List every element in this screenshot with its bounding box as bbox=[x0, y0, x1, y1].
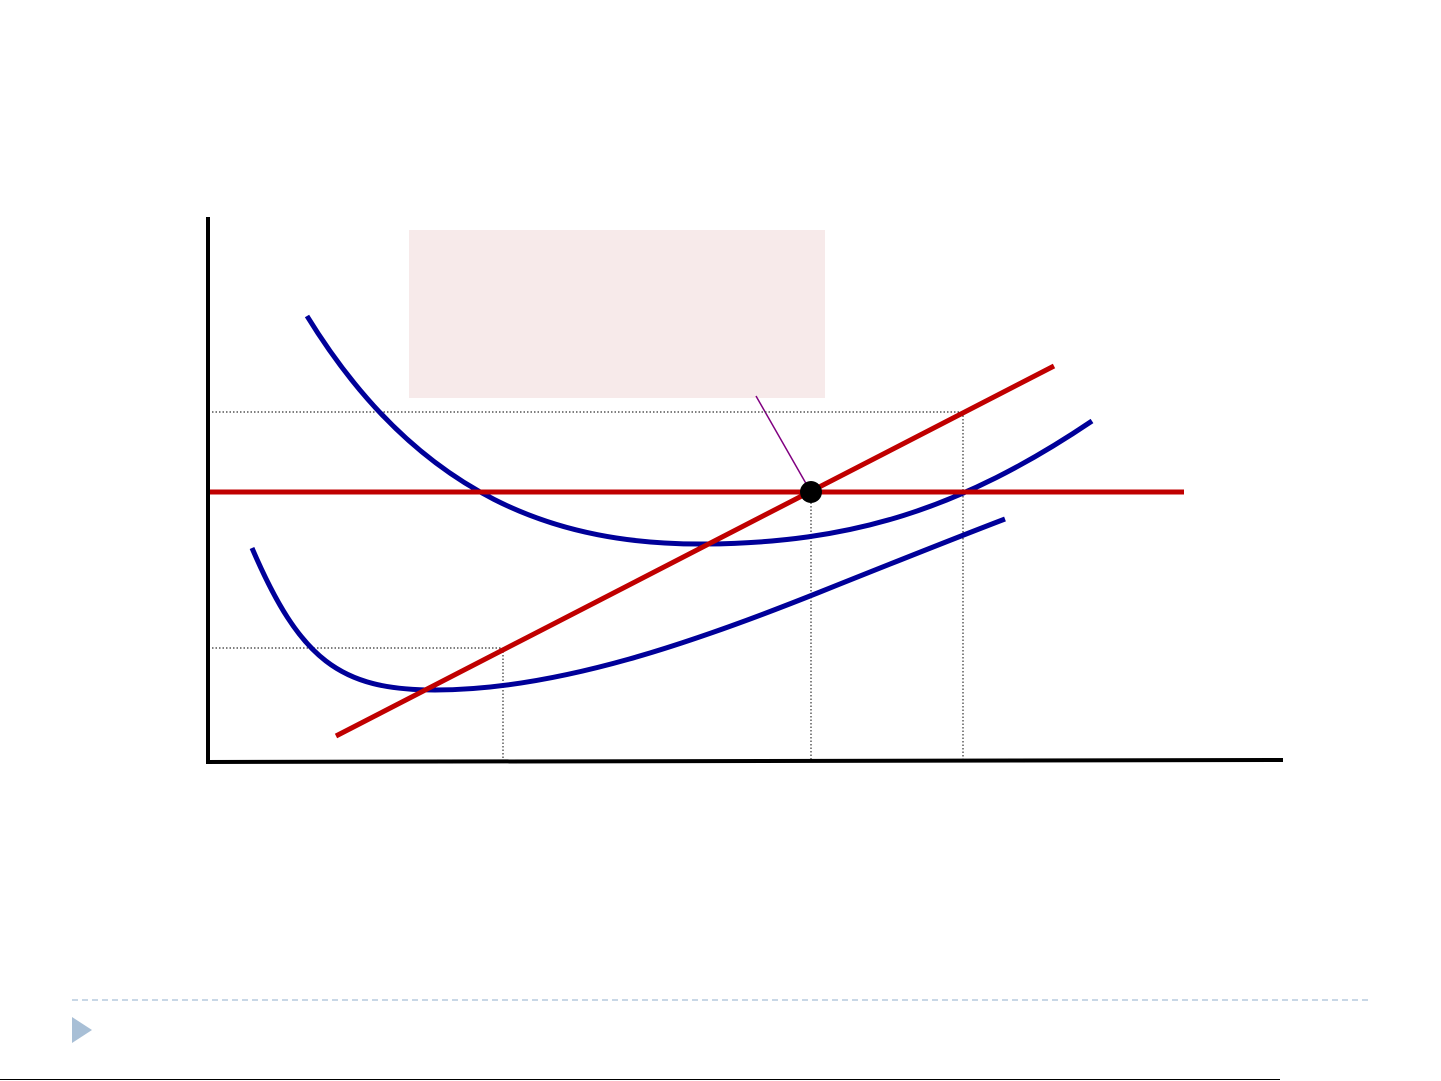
avc-curve bbox=[249, 516, 1006, 693]
equilibrium-point bbox=[800, 481, 822, 503]
callout-box bbox=[409, 230, 825, 398]
callout-pointer bbox=[755, 395, 809, 488]
mc-line bbox=[334, 363, 1056, 739]
x-axis bbox=[205, 758, 1284, 764]
footer-bullet bbox=[72, 1017, 92, 1043]
